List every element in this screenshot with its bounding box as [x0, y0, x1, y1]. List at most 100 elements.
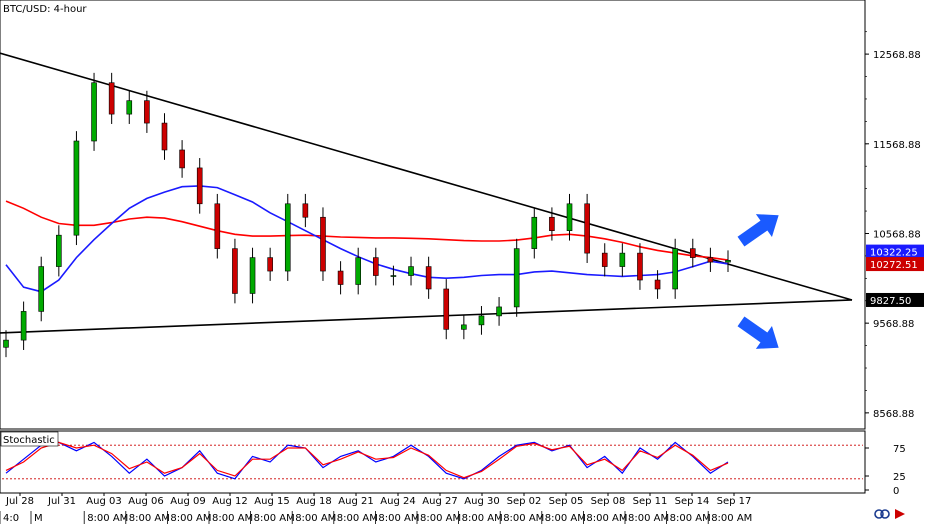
stoch-k-line	[5, 441, 729, 480]
candle-body	[496, 306, 502, 317]
candle-body	[20, 311, 27, 341]
time-tick-label: 8:00 AM	[503, 513, 544, 524]
x-tick-label: Sep 17	[717, 496, 752, 507]
x-tick-label: Jul 31	[47, 496, 76, 507]
candle-body	[390, 275, 397, 277]
candle-body	[179, 149, 185, 169]
candle-body	[637, 252, 643, 281]
candle-body	[672, 248, 678, 290]
price-label: 10272.51	[870, 260, 918, 271]
candle-body	[601, 252, 608, 267]
link-icon[interactable]	[874, 509, 890, 519]
candle-body	[126, 100, 133, 115]
x-tick-label: Aug 24	[380, 496, 415, 507]
time-tick-label: 8:00 AM	[295, 513, 336, 524]
time-tick-label: 8:00 AM	[545, 513, 586, 524]
candle-body	[584, 203, 590, 254]
candle-body	[408, 266, 414, 276]
candle-body	[161, 122, 168, 151]
stochastic-lines	[2, 441, 863, 480]
time-tick-label: 8:00 AM	[337, 513, 378, 524]
x-tick-label: Sep 05	[549, 496, 584, 507]
ma-red-line	[5, 200, 729, 261]
candle-body	[707, 257, 714, 263]
time-tick-label: 8:00 AM	[212, 513, 253, 524]
time-tick-label: 8:00 AM	[378, 513, 419, 524]
x-tick-label: Aug 15	[254, 496, 289, 507]
candle-body	[267, 257, 273, 272]
candle-body	[232, 248, 238, 294]
candle-body	[425, 266, 432, 290]
time-tick-label: 8:00 AM	[711, 513, 752, 524]
x-tick-label: Sep 11	[633, 496, 668, 507]
candle-body	[461, 324, 467, 330]
candle-body	[619, 252, 626, 267]
price-label: 10322.25	[870, 248, 918, 259]
stochastic-pane-frame	[0, 430, 866, 494]
x-tick-label: Sep 02	[507, 496, 542, 507]
x-tick-label: Aug 03	[86, 496, 121, 507]
time-tick-label: 8:00 AM	[87, 513, 128, 524]
moving-averages	[5, 185, 729, 293]
time-tick-label: 8:00 AM	[462, 513, 503, 524]
x-tick-label: Aug 30	[464, 496, 499, 507]
stochastic-label: Stochastic	[3, 435, 55, 446]
candle-body	[531, 216, 538, 249]
x-tick-label: Aug 12	[212, 496, 247, 507]
x-tick-label: Aug 18	[296, 496, 331, 507]
candle-body	[549, 216, 555, 231]
time-tick-label: 8:00 AM	[170, 513, 211, 524]
x-tick-label: Jul 28	[5, 496, 34, 507]
time-tick-label: 4:0	[3, 513, 19, 524]
candle-body	[284, 203, 291, 272]
time-tick-label: 8:00 AM	[129, 513, 170, 524]
candle-body	[108, 82, 115, 115]
time-tick-label: M	[34, 513, 43, 524]
x-tick-label: Aug 21	[338, 496, 373, 507]
candle-body	[373, 257, 379, 276]
candle-body	[73, 140, 80, 236]
main-pane-frame	[0, 0, 866, 430]
play-arrow-icon[interactable]	[895, 509, 905, 519]
arrow-up-icon	[737, 214, 779, 247]
y-axis: 12568.88 11568.88 10568.88 9568.88 8568.88 10…	[865, 31, 924, 497]
y-tick-label: 8568.88	[873, 409, 914, 420]
stochastic-label-bg	[0, 431, 59, 447]
time-tick-label: 8:00 AM	[254, 513, 295, 524]
x-tick-label: Sep 08	[591, 496, 626, 507]
candle-body	[38, 266, 45, 312]
x-tick-label: Aug 09	[170, 496, 205, 507]
candle-body	[302, 203, 309, 218]
trendline-lower	[0, 299, 853, 334]
time-tick-label: 8:00 AM	[670, 513, 711, 524]
stoch-y-tick-label: 75	[893, 444, 906, 455]
price-label-box	[866, 257, 924, 272]
y-tick-label: 10568.88	[873, 229, 921, 240]
stoch-y-tick-label: 25	[893, 472, 906, 483]
arrow-down-icon	[737, 316, 779, 349]
price-label: 9827.50	[870, 296, 911, 307]
candles	[3, 72, 731, 358]
title-bg	[1, 1, 93, 15]
y-tick-label: 9568.88	[873, 319, 914, 330]
time-tick-label: 8:00 AM	[628, 513, 669, 524]
candle-body	[337, 270, 344, 285]
x-axis: Jul 28 Jul 31 Aug 03 Aug 06 Aug 09 Aug 12 Aug …	[0, 493, 752, 524]
candle-body	[320, 216, 326, 272]
time-tick-label: 8:00 AM	[586, 513, 627, 524]
candle-body	[196, 167, 203, 205]
candle-body	[3, 339, 9, 348]
candle-body	[214, 203, 221, 249]
x-tick-label: Aug 27	[422, 496, 457, 507]
stoch-y-tick-label: 0	[893, 486, 899, 497]
candle-body	[355, 257, 361, 285]
price-label-box	[866, 292, 924, 307]
x-tick-label: Sep 14	[675, 496, 710, 507]
candle-body	[725, 259, 731, 263]
candle-body	[56, 234, 62, 267]
candle-body	[654, 279, 661, 290]
time-tick-label: 8:00 AM	[420, 513, 461, 524]
ma-blue-line	[5, 185, 729, 293]
candle-body	[478, 315, 485, 326]
